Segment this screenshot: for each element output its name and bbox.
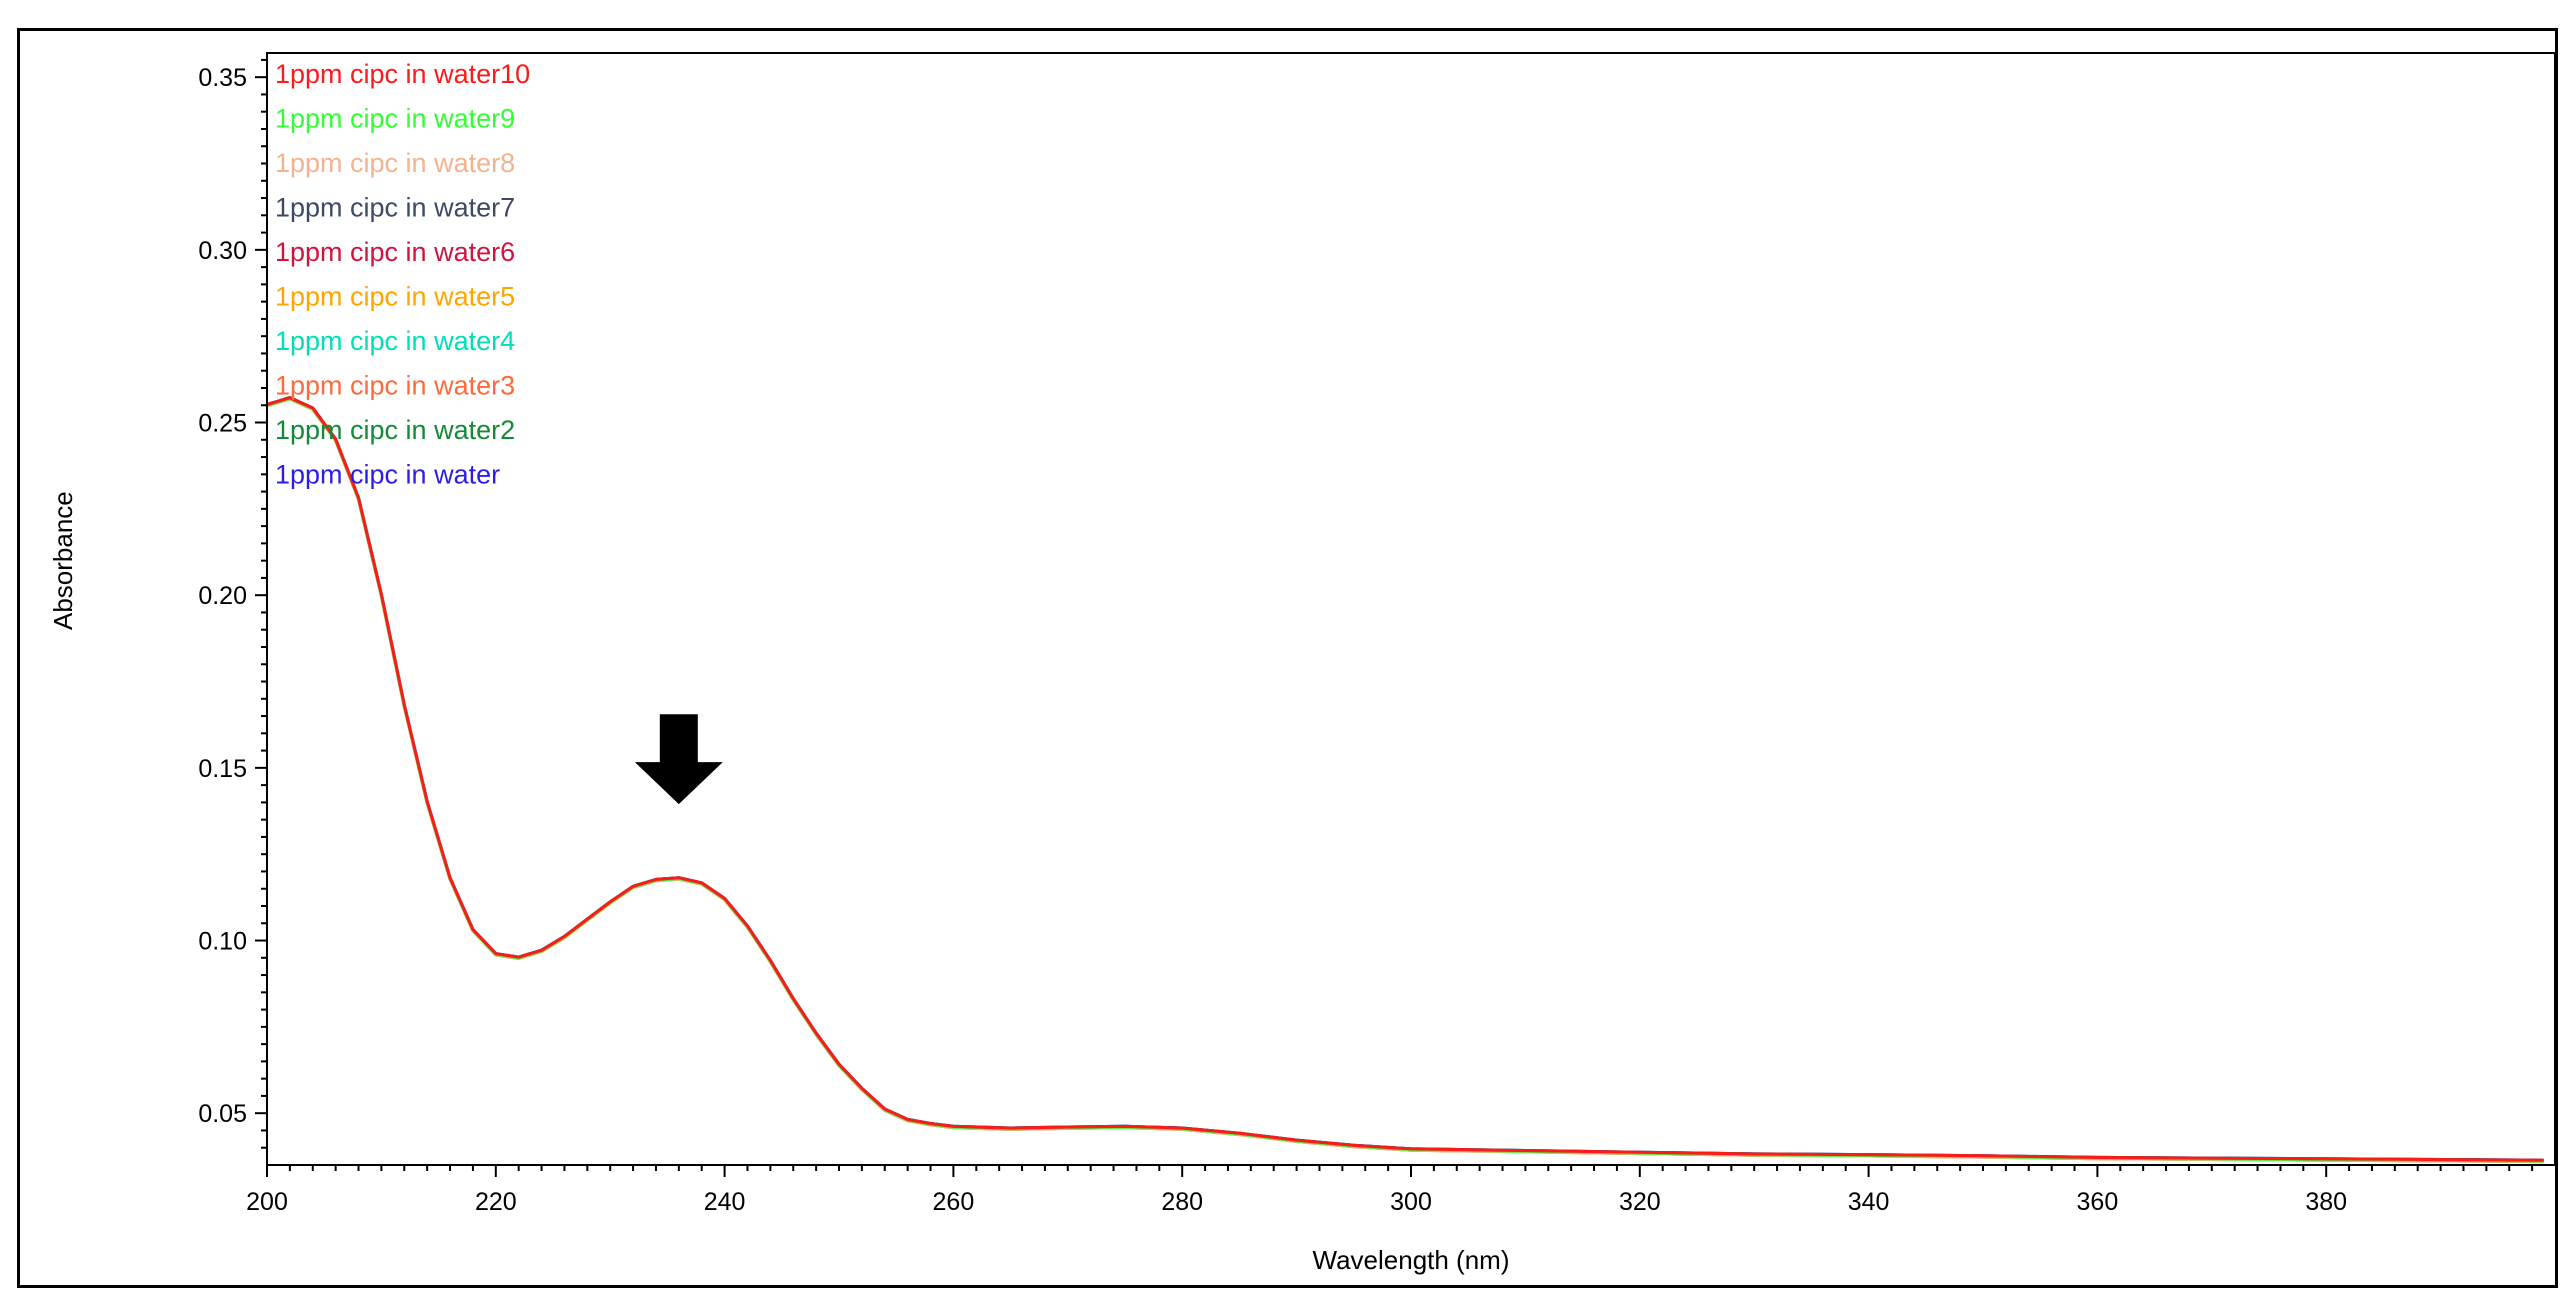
x-tick-label: 340 — [1848, 1188, 1890, 1216]
x-tick-label: 360 — [2077, 1188, 2119, 1216]
x-tick-label: 200 — [246, 1188, 288, 1216]
y-tick-label: 0.10 — [198, 928, 247, 956]
x-tick-label: 260 — [933, 1188, 975, 1216]
down-arrow-icon — [634, 714, 723, 805]
x-tick-label: 220 — [475, 1188, 517, 1216]
plot-area — [266, 52, 2555, 1166]
series-line-4 — [266, 396, 2544, 1162]
legend: 1ppm cipc in water10 1ppm cipc in water9 1… — [275, 59, 530, 490]
y-tick-label: 0.20 — [198, 582, 247, 610]
series-line-9 — [266, 397, 2544, 1164]
series-line-5 — [266, 396, 2544, 1163]
legend-entry-2: 1ppm cipc in water9 — [275, 104, 515, 134]
series-line-7 — [266, 396, 2544, 1162]
legend-entry-8: 1ppm cipc in water3 — [275, 371, 515, 401]
spectra-group — [266, 396, 2544, 1164]
y-axis: 0.05 0.10 0.15 0.20 0.25 0.30 0.35 — [198, 58, 267, 1149]
x-axis-title: Wavelength (nm) — [1313, 1245, 1510, 1275]
annotation-arrow — [634, 714, 723, 805]
legend-entry-3: 1ppm cipc in water8 — [275, 148, 515, 178]
y-tick-label: 0.15 — [198, 755, 247, 783]
x-tick-label: 380 — [2305, 1188, 2347, 1216]
y-axis-title: Absorbance — [48, 491, 78, 630]
legend-entry-5: 1ppm cipc in water6 — [275, 237, 515, 267]
y-tick-label: 0.30 — [198, 237, 247, 265]
legend-entry-10: 1ppm cipc in water — [275, 460, 500, 490]
x-tick-label: 300 — [1390, 1188, 1432, 1216]
x-tick-label: 240 — [704, 1188, 746, 1216]
legend-entry-6: 1ppm cipc in water5 — [275, 282, 515, 312]
legend-entry-9: 1ppm cipc in water2 — [275, 415, 515, 445]
chart-frame: 0.05 0.10 0.15 0.20 0.25 0.30 0.35 200 220 240 26… — [17, 28, 2558, 1288]
x-tick-label: 280 — [1161, 1188, 1203, 1216]
series-line-1 — [266, 396, 2544, 1162]
series-line-3 — [266, 397, 2544, 1164]
legend-entry-4: 1ppm cipc in water7 — [275, 193, 515, 223]
chart: 0.05 0.10 0.15 0.20 0.25 0.30 0.35 200 220 240 26… — [48, 52, 2555, 1275]
y-tick-label: 0.25 — [198, 410, 247, 438]
x-axis: 200 220 240 260 280 300 320 340 360 380 — [246, 1165, 2534, 1216]
y-tick-label: 0.35 — [198, 64, 247, 92]
series-line-10 — [266, 396, 2544, 1162]
legend-entry-1: 1ppm cipc in water10 — [275, 59, 530, 89]
series-line-2 — [266, 396, 2544, 1163]
legend-entry-7: 1ppm cipc in water4 — [275, 326, 515, 356]
x-tick-label: 320 — [1619, 1188, 1661, 1216]
series-line-8 — [266, 396, 2544, 1163]
series-line-6 — [266, 397, 2544, 1164]
y-tick-label: 0.05 — [198, 1100, 247, 1128]
